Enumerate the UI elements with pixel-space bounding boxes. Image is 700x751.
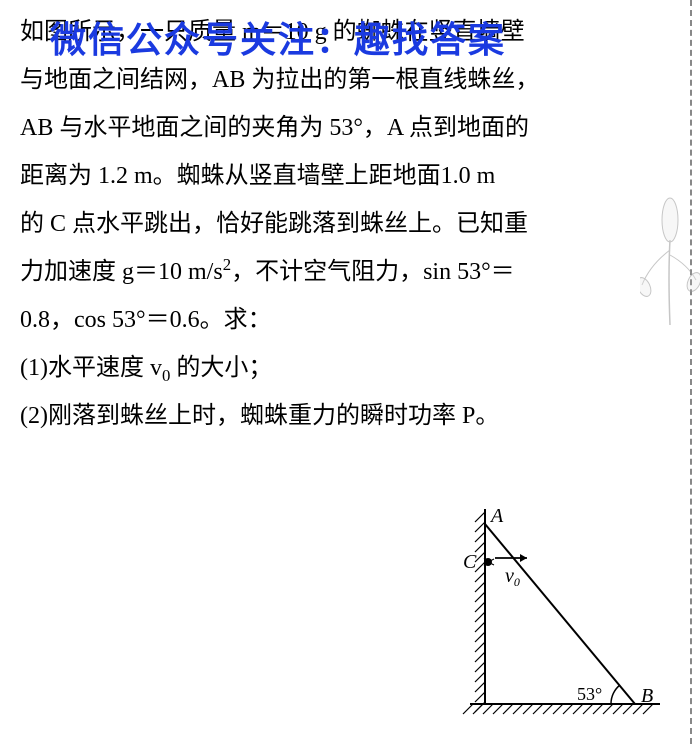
watermark-text: 微信公众号关注：趣找答案 xyxy=(50,4,506,76)
line-3: AB 与水平地面之间的夹角为 53°，A 点到地面的 xyxy=(20,104,680,152)
line-5: 的 C 点水平跳出，恰好能跳落到蛛丝上。已知重 xyxy=(20,200,680,248)
question-1: (1)水平速度 v0 的大小； xyxy=(20,344,680,392)
line-4: 距离为 1.2 m。蜘蛛从竖直墙壁上距地面1.0 m xyxy=(20,152,680,200)
problem-content: 微信公众号关注：趣找答案 如图所示，一只质量 m＝10 g 的蜘蛛在竖直墙壁 与… xyxy=(20,8,680,440)
physics-diagram: A C Bv0 53° xyxy=(430,494,670,734)
question-2: (2)刚落到蛛丝上时，蜘蛛重力的瞬时功率 P。 xyxy=(20,392,680,440)
line-7: 0.8，cos 53°＝0.6。求： xyxy=(20,296,680,344)
line-6: 力加速度 g＝10 m/s2，不计空气阻力，sin 53°＝ xyxy=(20,248,680,296)
svg-text:A: A xyxy=(489,505,504,527)
svg-text:B: B xyxy=(641,685,653,707)
svg-text:v0: v0 xyxy=(505,565,520,589)
svg-text:53°: 53° xyxy=(577,684,602,704)
dashed-margin-line xyxy=(690,0,692,744)
svg-text:C: C xyxy=(463,551,477,573)
